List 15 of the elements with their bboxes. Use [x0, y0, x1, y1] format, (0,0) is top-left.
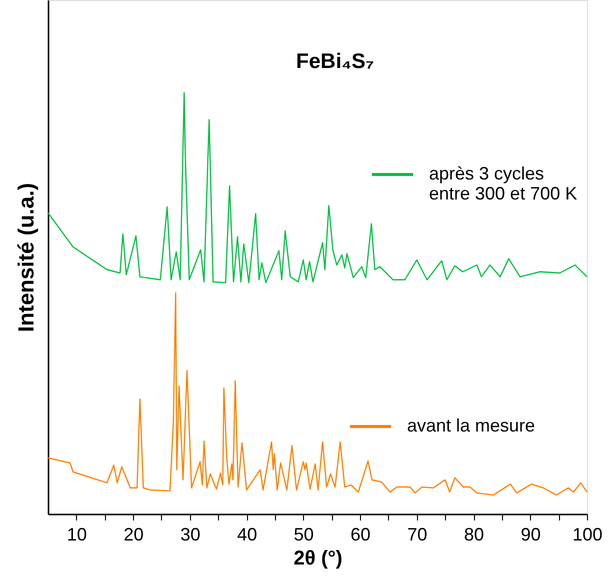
x-tick-label: 90: [520, 524, 541, 544]
x-tick-label: 80: [464, 524, 484, 544]
y-axis-title: Intensité (u.a.): [14, 182, 38, 332]
x-tick-label: 40: [237, 524, 258, 544]
chart-title: FeBi₄S₇: [296, 50, 374, 73]
x-tick-label: 10: [66, 524, 87, 544]
legend-label: avant la mesure: [407, 416, 536, 436]
x-tick-label: 70: [407, 524, 428, 544]
x-tick-label: 60: [350, 524, 371, 544]
x-tick-label: 50: [294, 524, 314, 544]
x-tick-label: 20: [124, 524, 144, 544]
legend-label: après 3 cycles entre 300 et 700 K: [429, 164, 578, 204]
x-tick-label: 100: [572, 524, 603, 544]
x-axis-title: 2θ (°): [294, 548, 342, 570]
x-tick-label: 30: [180, 524, 200, 544]
